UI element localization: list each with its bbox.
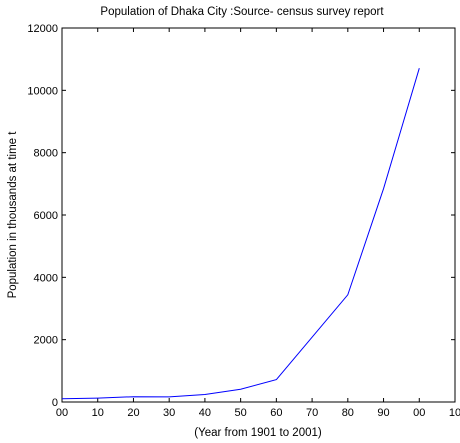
x-tick-label: 00 — [413, 407, 425, 419]
x-tick-label: 10 — [92, 407, 104, 419]
x-tick-label: 50 — [235, 407, 247, 419]
y-tick-label: 10000 — [27, 85, 58, 97]
x-axis-tick-labels: 00 10 20 30 40 50 60 70 80 90 00 10 — [56, 407, 460, 419]
y-axis-tick-labels: 0 2000 4000 6000 8000 10000 12000 — [27, 23, 58, 409]
x-tick-label: 80 — [342, 407, 354, 419]
x-tick-label: 60 — [270, 407, 282, 419]
x-tick-label: 40 — [199, 407, 211, 419]
x-tick-label: 90 — [377, 407, 389, 419]
y-axis-label: Population in thousands at time t — [7, 131, 19, 299]
axis-ticks — [61, 27, 456, 403]
y-tick-label: 12000 — [27, 23, 58, 35]
x-tick-label: 10 — [449, 407, 460, 419]
y-tick-label: 8000 — [34, 148, 58, 160]
y-tick-label: 6000 — [34, 210, 58, 222]
plot-area-frame — [61, 27, 456, 403]
y-tick-label: 0 — [52, 397, 58, 409]
x-tick-label: 30 — [163, 407, 175, 419]
chart-title: Population of Dhaka City :Source- census… — [100, 6, 384, 18]
x-tick-label: 00 — [56, 407, 68, 419]
x-axis-label: (Year from 1901 to 2001) — [194, 427, 322, 439]
x-tick-label: 20 — [127, 407, 139, 419]
population-series-line — [61, 68, 420, 400]
y-tick-label: 4000 — [34, 272, 58, 284]
x-tick-label: 70 — [306, 407, 318, 419]
y-tick-label: 2000 — [34, 335, 58, 347]
